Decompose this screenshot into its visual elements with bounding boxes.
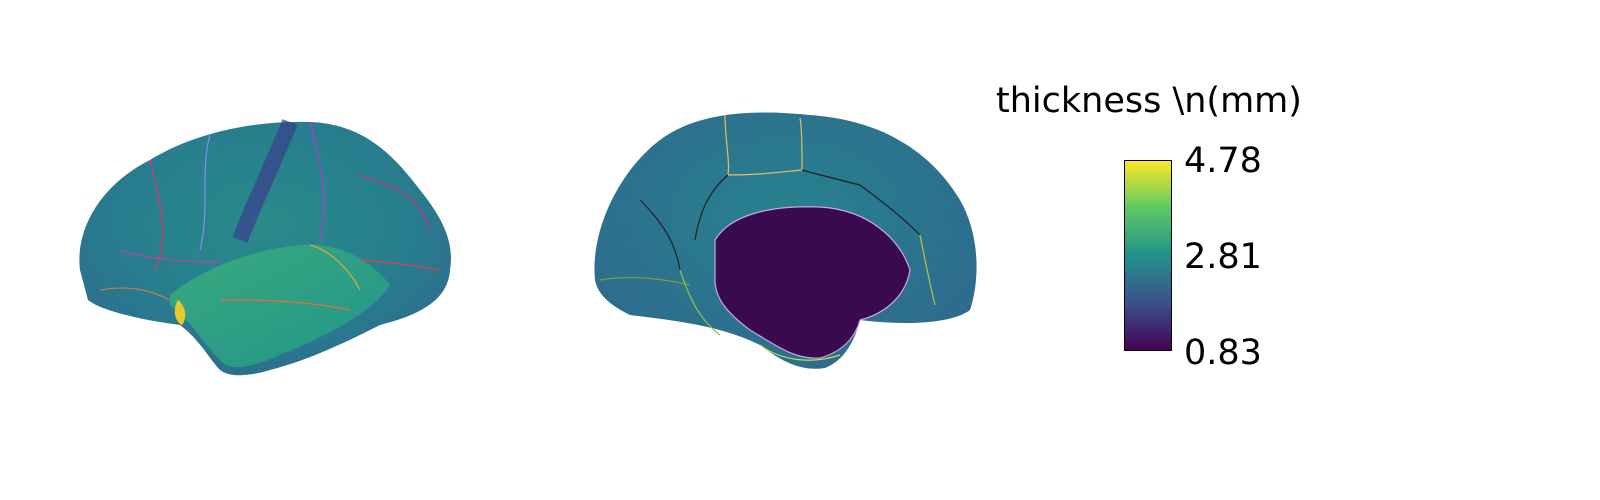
medial-wall (715, 206, 910, 359)
colorbar-mid-label: 2.81 (1184, 237, 1262, 277)
colorbar-title: thickness \n(mm) (996, 81, 1302, 121)
colorbar-min-label: 0.83 (1184, 333, 1262, 373)
lateral-brain-view (79, 119, 451, 376)
colorbar (1124, 160, 1172, 351)
central-sulcus-band (232, 119, 298, 243)
medial-parcel-boundaries (599, 114, 936, 361)
colorbar-gradient (1124, 160, 1172, 351)
yellow-hotspot (174, 300, 186, 325)
medial-brain-view (594, 112, 977, 369)
medial-wall-rim (714, 206, 911, 359)
lateral-parcel-boundaries (99, 121, 441, 311)
lateral-temporal-lobe (170, 244, 390, 368)
colorbar-max-label: 4.78 (1184, 141, 1262, 181)
